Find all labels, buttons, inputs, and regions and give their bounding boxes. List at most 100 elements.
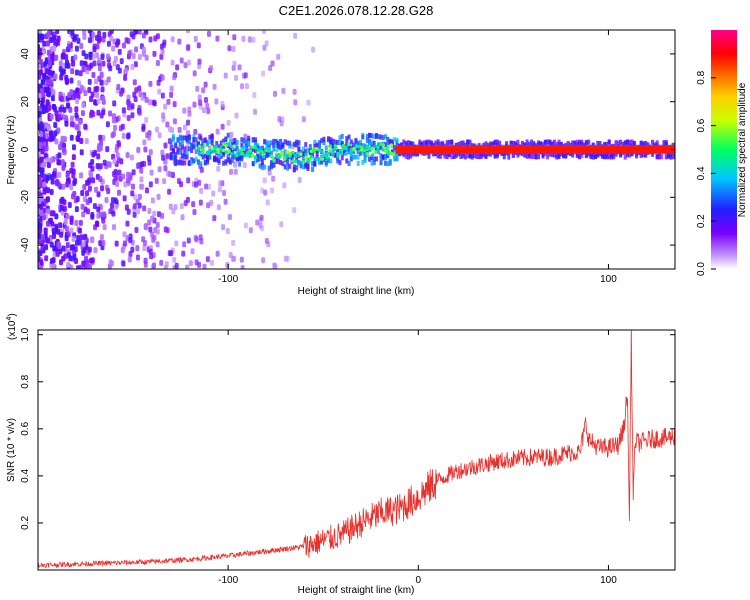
heatmap-cell <box>222 138 226 144</box>
heatmap-cell <box>187 146 191 152</box>
heatmap-cell <box>134 227 139 234</box>
heatmap-cell <box>217 152 221 158</box>
heatmap-cell <box>79 137 84 144</box>
heatmap-cell <box>196 147 200 153</box>
heatmap-cell <box>45 40 50 47</box>
heatmap-cell <box>62 205 67 212</box>
spectrogram-cells <box>38 30 675 269</box>
heatmap-cell <box>223 198 228 205</box>
heatmap-cell <box>297 176 302 183</box>
heatmap-cell <box>450 154 454 160</box>
heatmap-cell <box>69 134 74 141</box>
heatmap-cell <box>555 154 559 160</box>
heatmap-cell <box>363 151 367 157</box>
heatmap-cell <box>84 138 89 145</box>
heatmap-cell <box>292 88 297 95</box>
heatmap-cell <box>130 112 135 119</box>
heatmap-cell <box>108 110 113 117</box>
heatmap-cell <box>175 64 180 71</box>
heatmap-cell <box>45 175 50 182</box>
heatmap-cell <box>79 172 84 179</box>
heatmap-cell <box>186 237 191 244</box>
heatmap-cell <box>96 206 101 213</box>
heatmap-cell <box>226 119 231 126</box>
heatmap-cell <box>183 154 187 160</box>
heatmap-cell <box>384 154 388 160</box>
spectrogram-panel: -40 -20 0 20 40 -100 100 Height of straight l… <box>6 29 676 297</box>
heatmap-cell <box>370 133 374 139</box>
heatmap-cell <box>232 60 237 67</box>
heatmap-cell <box>108 208 113 215</box>
heatmap-cell <box>54 179 59 186</box>
heatmap-cell <box>418 139 422 145</box>
heatmap-cell <box>97 57 102 64</box>
heatmap-cell <box>312 147 316 151</box>
heatmap-cell <box>420 141 424 147</box>
heatmap-cell <box>144 54 149 61</box>
heatmap-cell <box>215 156 219 162</box>
heatmap-cell <box>114 240 119 247</box>
heatmap-cell <box>345 140 349 146</box>
heatmap-cell <box>106 53 111 60</box>
heatmap-cell <box>619 139 623 145</box>
heatmap-cell <box>274 143 278 149</box>
heatmap-cell <box>76 130 81 137</box>
heatmap-cell <box>206 202 211 209</box>
heatmap-cell <box>129 31 134 38</box>
heatmap-cell <box>69 77 74 84</box>
heatmap-cell <box>461 140 465 146</box>
heatmap-cell <box>126 208 131 215</box>
heatmap-cell <box>159 53 164 60</box>
heatmap-cell <box>215 250 220 257</box>
heatmap-cell <box>85 262 90 269</box>
heatmap-cell <box>120 123 125 130</box>
heatmap-cell <box>395 137 399 143</box>
heatmap-cell <box>201 138 205 144</box>
heatmap-cell <box>133 61 138 68</box>
heatmap-cell <box>240 142 244 148</box>
heatmap-cell <box>142 139 147 146</box>
heatmap-cell <box>354 141 358 147</box>
heatmap-cell <box>199 161 203 167</box>
heatmap-cell <box>149 253 154 260</box>
heatmap-cell <box>127 101 132 108</box>
heatmap-cell <box>195 85 200 92</box>
heatmap-cell <box>172 118 177 125</box>
heatmap-cell <box>623 140 627 146</box>
heatmap-cell <box>109 35 114 42</box>
heatmap-cell <box>386 153 390 159</box>
heatmap-cell <box>295 142 299 148</box>
heatmap-cell <box>304 152 308 157</box>
heatmap-cell <box>87 177 92 184</box>
heatmap-cell <box>132 203 137 210</box>
heatmap-cell <box>96 109 101 116</box>
heatmap-cell <box>50 53 55 60</box>
heatmap-cell <box>183 200 188 207</box>
heatmap-cell <box>621 141 625 147</box>
heatmap-cell <box>151 263 156 269</box>
heatmap-cell <box>306 147 310 153</box>
heatmap-cell <box>388 158 392 164</box>
heatmap-cell <box>295 165 299 171</box>
heatmap-cell <box>88 170 93 177</box>
heatmap-cell <box>42 181 47 188</box>
heatmap-cell <box>206 159 210 165</box>
heatmap-cell <box>41 107 46 114</box>
heatmap-cell <box>238 155 242 161</box>
heatmap-cell <box>51 227 56 234</box>
heatmap-cell <box>220 123 225 130</box>
heatmap-cell <box>148 80 153 87</box>
heatmap-cell <box>177 126 182 133</box>
heatmap-cell <box>38 141 43 148</box>
heatmap-cell <box>183 62 188 69</box>
heatmap-cell <box>262 44 267 51</box>
heatmap-cell <box>64 74 69 81</box>
heatmap-cell <box>99 79 104 86</box>
heatmap-cell <box>46 49 51 56</box>
heatmap-cell <box>532 141 536 147</box>
heatmap-cell <box>247 140 251 146</box>
heatmap-cell <box>38 191 41 198</box>
heatmap-cell <box>552 139 556 145</box>
heatmap-cell <box>52 232 57 239</box>
heatmap-cell <box>57 114 62 121</box>
